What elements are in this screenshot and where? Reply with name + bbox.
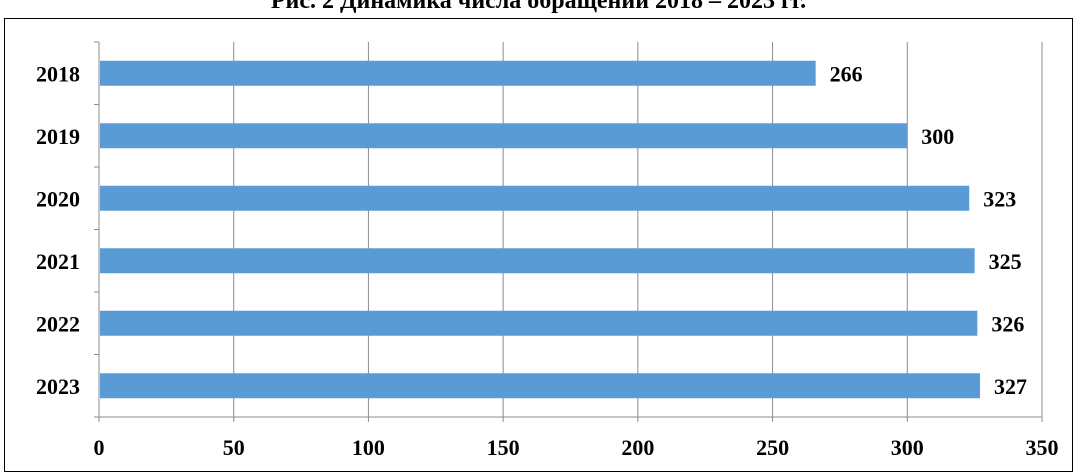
x-tick-label-0: 0 — [94, 435, 105, 460]
bar-2020 — [100, 185, 970, 211]
bars — [100, 60, 981, 399]
category-label-2021: 2021 — [36, 249, 80, 274]
bar-2019 — [100, 123, 908, 149]
x-tick-label-150: 150 — [487, 435, 520, 460]
bar-2018 — [100, 60, 816, 86]
chart-title: Рис. 2 Динамика числа обращений 2018 – 2… — [270, 0, 807, 14]
x-tick-label-100: 100 — [352, 435, 385, 460]
data-label-2018: 266 — [830, 61, 863, 86]
x-tick-label-200: 200 — [621, 435, 654, 460]
x-tick-label-300: 300 — [891, 435, 924, 460]
data-label-2022: 326 — [991, 311, 1024, 336]
x-tick-label-50: 50 — [223, 435, 245, 460]
data-label-2019: 300 — [921, 124, 954, 149]
category-label-2022: 2022 — [36, 311, 80, 336]
x-tick-label-350: 350 — [1026, 435, 1059, 460]
data-label-2023: 327 — [994, 374, 1027, 399]
axes — [94, 41, 1043, 422]
bar-2021 — [100, 248, 975, 274]
gridlines — [233, 42, 1043, 417]
category-label-2018: 2018 — [36, 61, 80, 86]
data-label-2020: 323 — [983, 186, 1016, 211]
category-label-2023: 2023 — [36, 374, 80, 399]
data-label-2021: 325 — [989, 249, 1022, 274]
labels: 0 50 100 150 200 250 300 350 2018 266 2019 300 2020 3… — [36, 61, 1059, 460]
bar-2022 — [100, 310, 978, 336]
bar-2023 — [100, 373, 981, 399]
x-tick-label-250: 250 — [756, 435, 789, 460]
category-label-2019: 2019 — [36, 124, 80, 149]
category-label-2020: 2020 — [36, 186, 80, 211]
